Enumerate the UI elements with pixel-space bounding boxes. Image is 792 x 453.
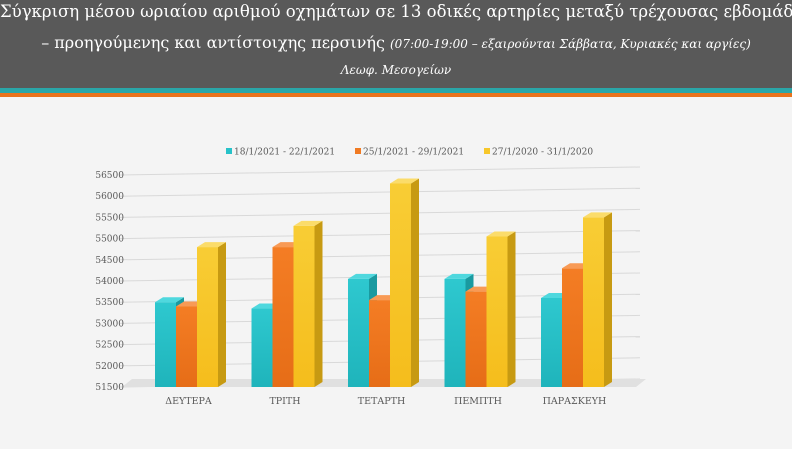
bar-front — [465, 291, 487, 387]
gridline — [119, 230, 641, 240]
bar-3-ΠΕΜΠΤΗ — [486, 231, 516, 387]
gridline — [119, 187, 641, 197]
y-tick-label: 55500 — [95, 213, 124, 223]
bar-front — [583, 217, 604, 387]
bar-front — [348, 278, 369, 387]
x-tick-label: ΤΕΤΑΡΤΗ — [358, 396, 405, 407]
bar-front — [251, 308, 273, 387]
bar-front — [444, 278, 466, 387]
bar-top — [583, 212, 612, 218]
legend-label: 27/1/2020 - 31/1/2020 — [492, 148, 593, 158]
bar-top — [348, 273, 377, 279]
teal-stripe — [0, 88, 792, 93]
title-line2-note: (07:00-19:00 – εξαιρούνται Σάββατα, Κυρι… — [390, 37, 751, 51]
bar-side — [411, 178, 419, 387]
gridline — [119, 208, 641, 218]
y-tick-label: 54000 — [95, 277, 124, 287]
y-tick-label: 56000 — [95, 192, 124, 202]
y-axis-labels: 51500 52000 52500 53000 53500 54000 54500 55000… — [95, 171, 124, 393]
legend-label: 25/1/2021 - 29/1/2021 — [363, 148, 464, 158]
chart: 18/1/2021 - 22/1/2021 25/1/2021 - 29/1/20… — [95, 148, 646, 407]
legend-swatch — [226, 148, 232, 154]
y-tick-label: 51500 — [95, 383, 124, 393]
x-tick-label: ΠΕΜΠΤΗ — [454, 396, 502, 407]
chart-subtitle: Λεωφ. Μεσογείων — [340, 63, 452, 77]
title-line2-main: – προηγούμενης και αντίστοιχης περσινής — [41, 33, 385, 52]
bar-top — [197, 242, 226, 248]
y-tick-label: 54500 — [95, 256, 124, 266]
bar-front — [293, 225, 315, 387]
bar-front — [176, 306, 197, 387]
bar-top — [486, 231, 516, 237]
bar-3-ΠΑΡΑΣΚΕΥΗ — [583, 212, 612, 387]
bar-front — [541, 297, 562, 387]
bar-front — [155, 302, 176, 387]
bar-side — [507, 231, 516, 387]
y-tick-label: 52000 — [95, 362, 124, 372]
bar-3-ΔΕΥΤΕΡΑ — [197, 242, 226, 387]
bar-front — [369, 300, 390, 387]
bar-top — [444, 273, 474, 279]
legend: 18/1/2021 - 22/1/2021 25/1/2021 - 29/1/20… — [226, 148, 593, 158]
bar-side — [314, 220, 323, 387]
bar-front — [272, 247, 294, 387]
legend-swatch — [355, 148, 361, 154]
y-tick-label: 53000 — [95, 319, 124, 329]
y-tick-label: 53500 — [95, 298, 124, 308]
bar-front — [562, 268, 583, 387]
bar-side — [604, 212, 612, 387]
bar-front — [197, 247, 218, 387]
chart-panel: 18/1/2021 - 22/1/2021 25/1/2021 - 29/1/20… — [0, 97, 792, 449]
x-tick-label: ΤΡΙΤΗ — [269, 396, 300, 407]
bar-front — [486, 236, 508, 387]
bar-front — [390, 183, 411, 387]
x-tick-label: ΔΕΥΤΕΡΑ — [165, 396, 212, 407]
gridline — [119, 166, 641, 176]
bar-3-ΤΕΤΑΡΤΗ — [390, 178, 419, 387]
bar-3-ΤΡΙΤΗ — [293, 220, 323, 387]
x-axis-labels: ΔΕΥΤΕΡΑ ΤΡΙΤΗ ΤΕΤΑΡΤΗ ΠΕΜΠΤΗ ΠΑΡΑΣΚΕΥΗ — [165, 396, 606, 407]
header-banner: Σύγκριση μέσου ωριαίου αριθμού οχημάτων … — [0, 0, 792, 88]
bar-side — [218, 242, 226, 387]
y-tick-label: 56500 — [95, 171, 124, 181]
bar-top — [293, 220, 323, 226]
y-tick-label: 55000 — [95, 235, 124, 245]
legend-label: 18/1/2021 - 22/1/2021 — [234, 148, 335, 158]
y-tick-label: 52500 — [95, 341, 124, 351]
bar-top — [390, 178, 419, 184]
chart-title-line2: – προηγούμενης και αντίστοιχης περσινής … — [0, 33, 792, 52]
bars — [155, 178, 612, 387]
x-tick-label: ΠΑΡΑΣΚΕΥΗ — [543, 396, 607, 407]
chart-title-line1: Σύγκριση μέσου ωριαίου αριθμού οχημάτων … — [0, 2, 792, 21]
legend-swatch — [484, 148, 490, 154]
orange-stripe — [0, 93, 792, 97]
bar-top — [155, 297, 184, 303]
